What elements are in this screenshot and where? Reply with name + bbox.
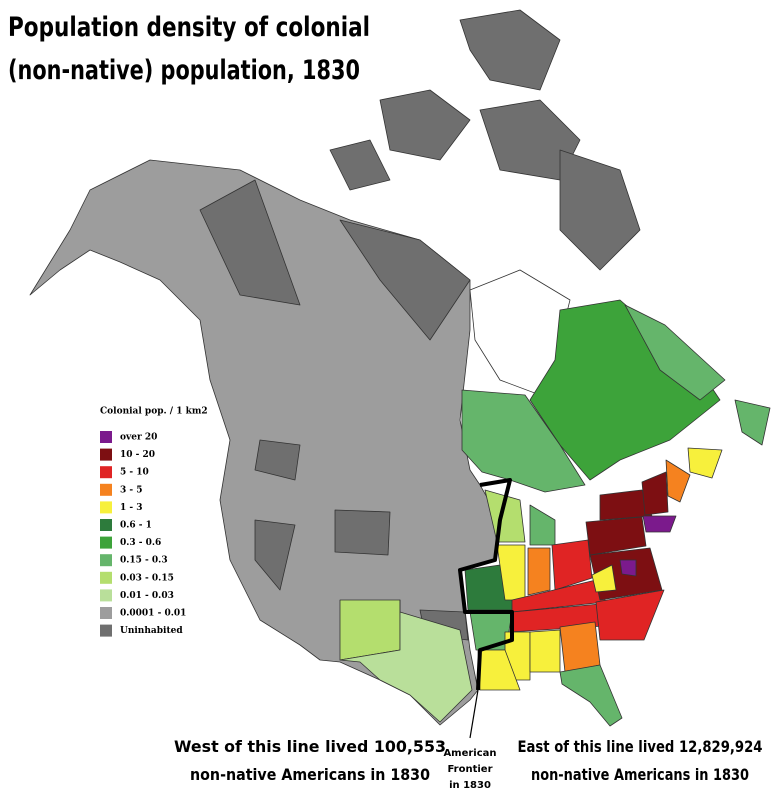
state — [527, 547, 551, 596]
arctic-island — [559, 149, 641, 271]
legend-label: 5 - 10 — [120, 468, 149, 478]
territory — [254, 519, 296, 591]
state — [529, 504, 556, 546]
annotation: non-native Americans in 1830 — [190, 765, 430, 784]
legend-swatch — [100, 501, 112, 514]
legend-title: Colonial pop. / 1 km2 — [100, 407, 208, 417]
province — [687, 447, 723, 479]
arctic-island — [379, 89, 471, 161]
legend-label: over 20 — [120, 433, 157, 443]
legend-label: 1 - 3 — [120, 503, 143, 513]
legend-label: 10 - 20 — [120, 450, 155, 460]
legend-swatch — [100, 519, 112, 531]
legend-label: 3 - 5 — [120, 485, 143, 495]
state — [641, 471, 669, 516]
legend-label: Uninhabited — [120, 626, 183, 636]
province — [624, 304, 726, 401]
territory — [254, 439, 301, 481]
land — [29, 9, 771, 727]
legend-label: 0.03 - 0.15 — [120, 573, 174, 583]
legend-swatch — [100, 607, 112, 619]
legend-label: 0.15 - 0.3 — [120, 556, 168, 566]
title: (non-native) population, 1830 — [8, 55, 360, 86]
province — [461, 389, 586, 493]
legend-swatch — [100, 466, 112, 479]
pointer — [469, 689, 479, 739]
title: Population density of colonial — [8, 12, 370, 43]
legend-label: 0.0001 - 0.01 — [120, 609, 186, 619]
legend-swatch — [100, 483, 112, 496]
state — [595, 589, 665, 641]
annotation: non-native Americans in 1830 — [531, 765, 749, 784]
legend-swatch — [100, 536, 112, 549]
state — [619, 559, 637, 577]
annotation: East of this line lived 12,829,924 — [518, 737, 763, 756]
annotation: American — [443, 748, 496, 759]
frontier-line — [458, 478, 514, 691]
province — [734, 399, 771, 446]
state — [642, 515, 677, 533]
legend-label: 0.6 - 1 — [120, 521, 152, 531]
state — [559, 664, 623, 727]
legend-label: 0.3 - 0.6 — [120, 538, 161, 548]
annotation: in 1830 — [449, 780, 491, 791]
arctic-island — [329, 139, 391, 191]
legend-swatch — [100, 589, 112, 602]
legend-swatch — [100, 624, 112, 637]
state — [591, 564, 617, 593]
annotation: West of this line lived 100,553 — [174, 737, 446, 756]
legend-label: 0.01 - 0.03 — [120, 591, 174, 601]
state — [665, 459, 691, 503]
legend-swatch — [100, 448, 112, 461]
state — [484, 489, 526, 543]
state — [339, 599, 473, 723]
legend: Colonial pop. / 1 km2 over 20 10 - 20 5 - … — [100, 407, 208, 637]
territory — [334, 509, 391, 556]
territory — [199, 179, 301, 306]
state — [529, 629, 561, 673]
territory — [339, 219, 471, 341]
state — [559, 621, 601, 673]
annotation: Frontier — [447, 764, 492, 775]
state — [339, 599, 401, 661]
legend-swatch — [100, 571, 112, 584]
arctic-island — [459, 9, 561, 91]
state — [585, 516, 647, 556]
state — [551, 539, 593, 591]
legend-swatch — [100, 554, 112, 567]
legend-swatch — [100, 431, 112, 443]
